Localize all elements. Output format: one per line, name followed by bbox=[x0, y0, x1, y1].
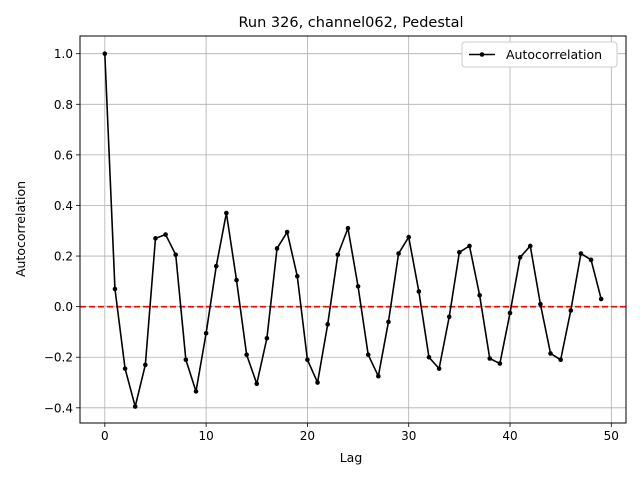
data-point bbox=[315, 380, 320, 385]
data-point bbox=[517, 255, 523, 260]
legend-marker-swatch bbox=[479, 52, 485, 57]
data-point bbox=[355, 284, 361, 289]
data-point bbox=[132, 404, 138, 409]
data-point bbox=[426, 354, 432, 360]
data-point bbox=[112, 286, 118, 292]
data-point bbox=[213, 263, 219, 269]
data-point bbox=[193, 389, 199, 394]
chart-title: Run 326, channel062, Pedestal bbox=[238, 15, 463, 31]
x-tick-label: 0 bbox=[101, 429, 109, 443]
data-point bbox=[153, 236, 158, 241]
data-point bbox=[376, 373, 381, 379]
data-point bbox=[497, 361, 503, 366]
data-point bbox=[538, 301, 543, 307]
data-point bbox=[224, 210, 229, 216]
series-line bbox=[104, 53, 602, 408]
data-point bbox=[305, 357, 310, 363]
data-point bbox=[598, 296, 604, 302]
y-tick-label: 0.0 bbox=[54, 300, 73, 314]
y-tick-label: 0.8 bbox=[54, 98, 73, 112]
data-point bbox=[325, 322, 330, 327]
x-tick-label: 20 bbox=[300, 429, 315, 443]
data-point bbox=[284, 229, 290, 235]
y-tick-label: 0.6 bbox=[54, 148, 73, 162]
data-point bbox=[173, 252, 179, 258]
data-point bbox=[588, 257, 594, 263]
data-point bbox=[467, 243, 472, 249]
data-point bbox=[234, 277, 239, 283]
data-point bbox=[568, 308, 574, 313]
data-point bbox=[386, 319, 391, 325]
axis-ticks: 0 10 20 30 40 50 −0.4 −0.2 0.0 0.2 0.4 0.6 0.8 1.0 bbox=[44, 47, 619, 443]
data-point bbox=[487, 356, 493, 361]
data-point bbox=[548, 351, 553, 356]
data-point bbox=[396, 251, 401, 256]
data-point bbox=[477, 292, 482, 298]
data-point bbox=[143, 362, 148, 368]
y-tick-label: −0.4 bbox=[44, 401, 73, 415]
y-tick-label: 0.2 bbox=[54, 250, 73, 264]
x-tick-label: 30 bbox=[401, 429, 416, 443]
plot-area-frame bbox=[79, 35, 627, 424]
data-point bbox=[345, 225, 351, 231]
y-tick-label: 1.0 bbox=[54, 47, 73, 61]
data-point bbox=[102, 51, 108, 57]
data-point bbox=[578, 251, 584, 256]
data-point bbox=[416, 289, 422, 294]
y-tick-label: 0.4 bbox=[54, 199, 73, 213]
x-tick-label: 10 bbox=[198, 429, 213, 443]
data-point bbox=[558, 357, 563, 363]
x-tick-label: 50 bbox=[604, 429, 619, 443]
series-autocorrelation bbox=[102, 51, 604, 409]
data-point bbox=[436, 366, 442, 371]
data-point bbox=[457, 249, 462, 255]
data-point bbox=[294, 273, 300, 279]
y-tick-label: −0.2 bbox=[44, 351, 73, 365]
x-axis-label: Lag bbox=[340, 450, 363, 465]
data-point bbox=[406, 234, 412, 240]
data-point bbox=[163, 232, 168, 237]
data-point bbox=[274, 246, 280, 251]
data-point bbox=[264, 335, 270, 341]
data-point bbox=[365, 352, 371, 358]
y-axis-label: Autocorrelation bbox=[13, 181, 28, 277]
legend-label-autocorrelation: Autocorrelation bbox=[506, 47, 602, 62]
data-point bbox=[183, 357, 189, 363]
data-point bbox=[254, 381, 260, 387]
data-point bbox=[507, 310, 513, 316]
legend: Autocorrelation bbox=[461, 41, 618, 68]
x-tick-label: 40 bbox=[502, 429, 517, 443]
data-point bbox=[446, 314, 452, 320]
data-point bbox=[122, 366, 128, 371]
data-point bbox=[527, 243, 533, 249]
data-point bbox=[244, 352, 249, 358]
data-point bbox=[203, 330, 209, 336]
legend-box bbox=[461, 41, 618, 68]
data-point bbox=[335, 252, 341, 258]
